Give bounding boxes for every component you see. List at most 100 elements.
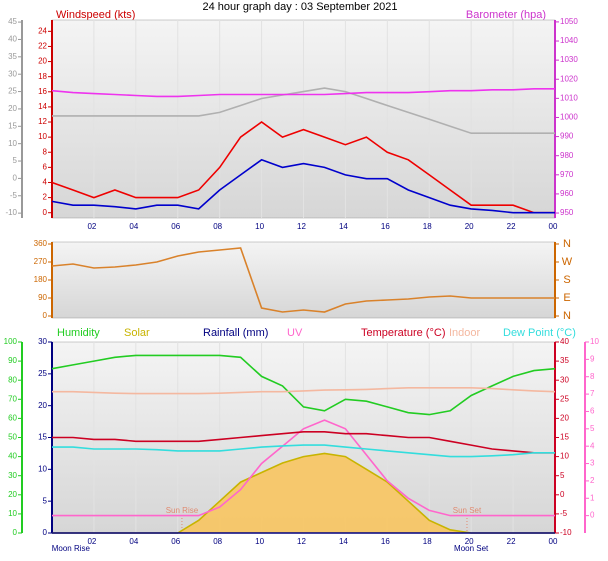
legend-entry: Humidity — [57, 327, 100, 339]
x-tick-label: 00 — [549, 222, 558, 231]
y3-tick-label: -5 — [10, 191, 18, 200]
legend-entry: Rainfall (mm) — [203, 327, 268, 339]
y4-tick-label: 7 — [590, 389, 595, 398]
y-tick-label: 24 — [38, 26, 47, 35]
series-line — [51, 121, 555, 214]
x-tick-label: 18 — [423, 537, 432, 546]
y4-tick-label: 1 — [590, 493, 595, 502]
y2-tick-label: 10 — [560, 452, 569, 461]
y2-tick-label: 980 — [560, 151, 574, 160]
y2-tick-label: 20 — [560, 414, 569, 423]
y-tick-label: 10 — [38, 464, 47, 473]
x-tick-label: 08 — [213, 537, 222, 546]
y-tick-label: 180 — [34, 275, 48, 284]
series-line — [51, 88, 555, 98]
y3-tick-label: 5 — [13, 156, 18, 165]
y-tick-label: 14 — [38, 102, 47, 111]
x-tick-label: 18 — [423, 222, 432, 231]
y4-tick-label: 6 — [590, 407, 595, 416]
x-tick-label: 16 — [381, 537, 390, 546]
y2-tick-label: 1010 — [560, 93, 578, 102]
series-line — [51, 158, 555, 214]
y3-tick-label: 0 — [13, 174, 18, 183]
y-tick-label: 0 — [43, 208, 48, 217]
annotation: Sun Rise — [166, 506, 199, 515]
x-tick-label: 16 — [381, 222, 390, 231]
y-tick-label: 30 — [38, 337, 47, 346]
y3-tick-label: 40 — [8, 35, 17, 44]
y4-tick-label: 0 — [590, 511, 595, 520]
x-tick-label: 20 — [465, 222, 474, 231]
y3-tick-label: 40 — [8, 452, 17, 461]
series-line — [51, 354, 556, 416]
y3-tick-label: 60 — [8, 414, 17, 423]
y-tick-label: 2 — [43, 193, 48, 202]
x-tick-label: 12 — [297, 222, 306, 231]
y2-tick-label: 35 — [560, 356, 569, 365]
y2-tick-label: 960 — [560, 189, 574, 198]
y3-tick-label: 20 — [8, 104, 17, 113]
y3-tick-label: 25 — [8, 87, 17, 96]
y-tick-label: 6 — [43, 162, 48, 171]
legend-entry: Indoor — [449, 327, 481, 339]
y3-tick-label: 0 — [13, 528, 18, 537]
y4-tick-label: 4 — [590, 441, 595, 450]
y2-tick-label: 1020 — [560, 74, 578, 83]
x-tick-label: 04 — [129, 222, 138, 231]
legend-entry: UV — [287, 327, 303, 339]
y3-tick-label: 35 — [8, 52, 17, 61]
y-tick-label: 90 — [38, 293, 47, 302]
y-axis-label: Windspeed (kts) — [56, 9, 135, 21]
y-tick-label: 10 — [38, 132, 47, 141]
y2-tick-label: -10 — [560, 528, 572, 537]
y4-tick-label: 5 — [590, 424, 595, 433]
chart-title: 24 hour graph day : 03 September 2021 — [202, 1, 397, 13]
y3-tick-label: 70 — [8, 394, 17, 403]
y4-tick-label: 10 — [590, 337, 599, 346]
y2-tick-label: 1050 — [560, 17, 578, 26]
x-tick-label: 02 — [87, 537, 96, 546]
y-tick-label: 4 — [43, 178, 48, 187]
y-tick-label: 12 — [38, 117, 47, 126]
y3-tick-label: 20 — [8, 490, 17, 499]
x-tick-label: 02 — [87, 222, 96, 231]
y2-tick-label: 990 — [560, 132, 574, 141]
x-tick-label: 06 — [171, 222, 180, 231]
y3-tick-label: 90 — [8, 356, 17, 365]
y2-axis-label: Barometer (hpa) — [466, 9, 546, 21]
y2-tick-label: 30 — [560, 375, 569, 384]
y2-tick-label: 15 — [560, 433, 569, 442]
x-tick-label: 10 — [255, 222, 264, 231]
y2-tick-label: 1030 — [560, 55, 578, 64]
y2-tick-label: 25 — [560, 394, 569, 403]
x-tick-label: 10 — [255, 537, 264, 546]
x-tick-label: 22 — [507, 222, 516, 231]
x-tick-label: 22 — [507, 537, 516, 546]
series-line — [51, 247, 555, 313]
y3-tick-label: 10 — [8, 509, 17, 518]
y3-tick-label: 30 — [8, 69, 17, 78]
y2-tick-label: N — [563, 238, 571, 250]
legend-entry: Temperature (°C) — [361, 327, 445, 339]
series-line — [52, 87, 555, 134]
y2-tick-label: E — [563, 292, 570, 304]
x-tick-label: 12 — [297, 537, 306, 546]
y-tick-label: 20 — [38, 401, 47, 410]
y3-tick-label: 30 — [8, 471, 17, 480]
y-tick-label: 8 — [43, 147, 48, 156]
area-fill — [52, 453, 555, 533]
y3-tick-label: -10 — [5, 208, 17, 217]
series-line — [52, 431, 555, 454]
annotation: Sun Set — [453, 506, 482, 515]
series-line — [52, 419, 555, 517]
y-tick-label: 270 — [34, 257, 48, 266]
y-tick-label: 20 — [38, 57, 47, 66]
y3-tick-label: 10 — [8, 139, 17, 148]
y2-tick-label: 40 — [560, 337, 569, 346]
y-tick-label: 16 — [38, 87, 47, 96]
y3-tick-label: 80 — [8, 375, 17, 384]
x-annotation: Moon Set — [454, 544, 489, 553]
plot-background — [51, 241, 556, 319]
y3-tick-label: 15 — [8, 121, 17, 130]
